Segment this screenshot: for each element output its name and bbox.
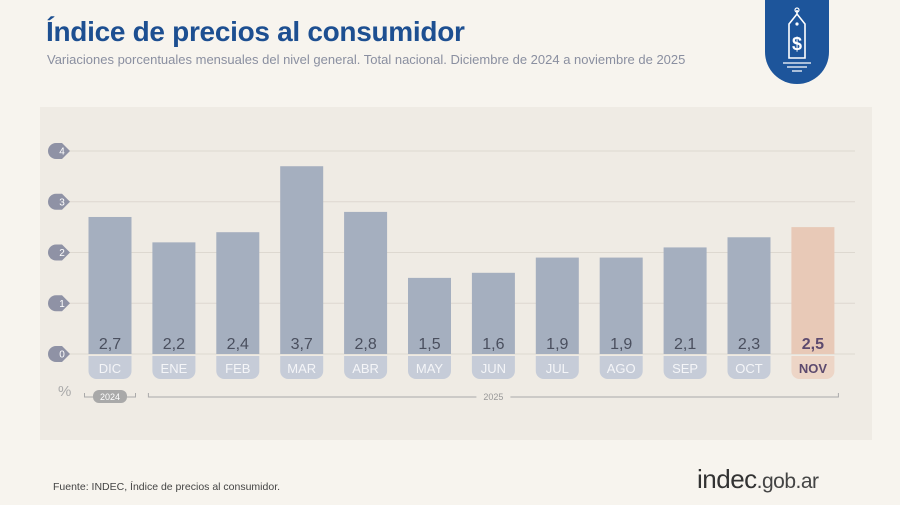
- price-tag-dollar-icon: $: [765, 0, 829, 84]
- x-tick-label: ABR: [352, 361, 379, 376]
- y-tick-badge: [48, 295, 70, 312]
- x-tick-label: JUL: [546, 361, 569, 376]
- month-pill: [663, 356, 707, 379]
- bar-dic: [88, 216, 132, 354]
- data-label: 2,2: [163, 336, 185, 353]
- x-tick-label: MAY: [416, 361, 444, 376]
- data-label: 2,4: [227, 336, 249, 353]
- bar-ago: [599, 257, 643, 354]
- page-title: Índice de precios al consumidor: [46, 16, 465, 47]
- month-pill: [280, 356, 324, 379]
- bar-may: [408, 277, 451, 354]
- indec-logo: indec.gob.ar: [697, 464, 819, 495]
- x-tick-label: FEB: [225, 361, 250, 376]
- bar-ene: [152, 242, 196, 354]
- data-label: 2,5: [802, 336, 824, 353]
- x-tick-label: DIC: [99, 361, 121, 376]
- y-tick-label: 4: [59, 147, 65, 158]
- logo-main: indec: [697, 464, 757, 494]
- year-label: 2025: [483, 392, 503, 402]
- y-tick-label: 2: [59, 248, 65, 259]
- bar-jul: [535, 257, 579, 354]
- y-tick-badge: [48, 143, 70, 159]
- month-pill: [152, 356, 196, 379]
- y-tick-label: 0: [59, 350, 65, 361]
- month-pill: [408, 356, 451, 379]
- data-label: 2,8: [354, 336, 376, 353]
- y-axis-unit: %: [58, 383, 71, 400]
- year-pill: [476, 390, 511, 403]
- y-tick-label: 3: [59, 197, 65, 208]
- month-pill: [727, 356, 771, 379]
- x-tick-label: AGO: [607, 361, 636, 376]
- data-label: 3,7: [291, 336, 313, 353]
- y-tick-badge: [48, 193, 70, 210]
- bar-sep: [663, 247, 707, 354]
- month-pill: [88, 356, 132, 379]
- svg-text:$: $: [792, 34, 802, 54]
- bar-abr: [344, 211, 388, 354]
- x-tick-label: NOV: [799, 361, 828, 376]
- data-label: 1,9: [610, 336, 632, 353]
- x-tick-label: ENE: [161, 361, 188, 376]
- x-tick-label: OCT: [735, 361, 763, 376]
- logo-domain: .gob.ar: [756, 470, 819, 493]
- year-pill: [93, 390, 127, 403]
- source-note: Fuente: INDEC, Índice de precios al cons…: [53, 481, 281, 493]
- month-pill: [344, 356, 388, 379]
- month-pill: [216, 356, 260, 379]
- month-pill: [535, 356, 579, 379]
- x-tick-label: SEP: [672, 361, 698, 376]
- data-label: 2,7: [99, 336, 121, 353]
- page-subtitle: Variaciones porcentuales mensuales del n…: [47, 52, 686, 67]
- year-label: 2024: [100, 392, 120, 402]
- x-tick-label: JUN: [481, 361, 506, 376]
- data-label: 2,3: [738, 336, 760, 353]
- data-label: 1,9: [546, 336, 568, 353]
- data-label: 2,1: [674, 336, 696, 353]
- month-pill: [791, 356, 835, 379]
- bar-nov: [791, 227, 835, 354]
- bar-feb: [216, 232, 260, 354]
- data-label: 1,6: [482, 336, 504, 353]
- x-tick-label: MAR: [287, 361, 316, 376]
- month-pill: [599, 356, 643, 379]
- bar-oct: [727, 237, 771, 354]
- y-tick-label: 1: [59, 299, 65, 310]
- data-label: 1,5: [418, 336, 440, 353]
- y-tick-badge: [48, 244, 70, 261]
- bar-mar: [280, 166, 324, 354]
- month-pill: [471, 356, 515, 379]
- y-tick-badge: [48, 346, 70, 362]
- bar-jun: [471, 272, 515, 354]
